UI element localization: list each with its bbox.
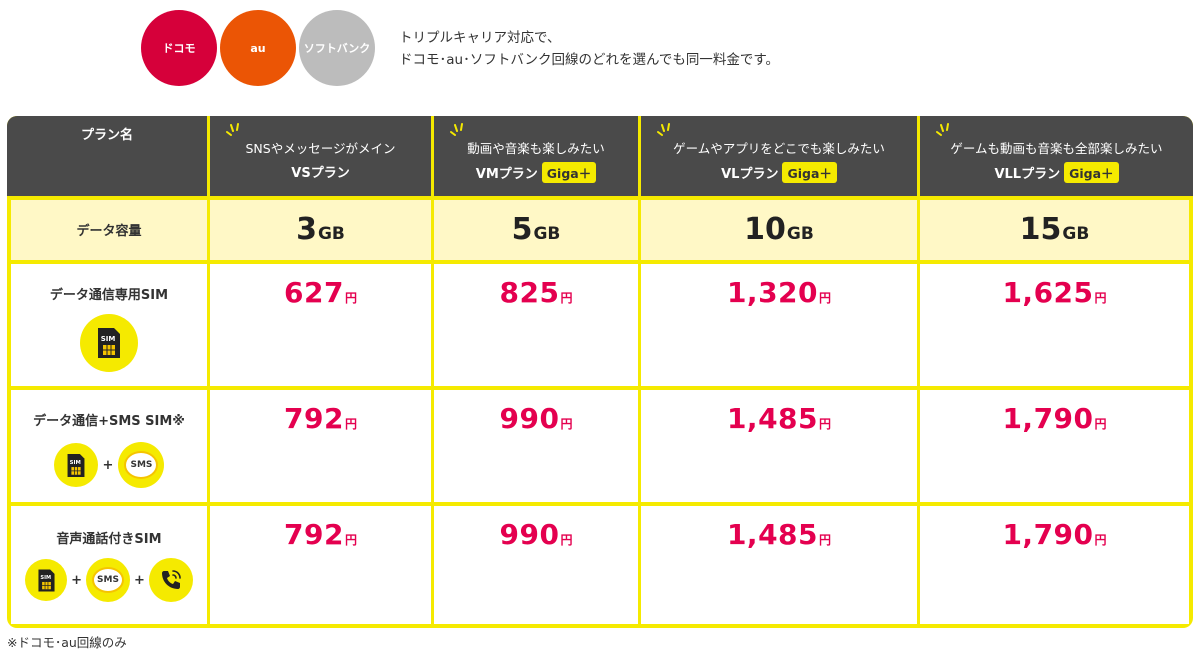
data-capacity-label: データ容量 [76,224,142,239]
plan-name-text: VLLプラン [994,167,1061,182]
plan-name: VMプラン Giga＋ [434,162,638,183]
giga-plus-badge: Giga＋ [782,162,837,183]
row-icons: SIM + SMS [11,442,207,488]
plan-description: SNSやメッセージがメイン [245,141,396,156]
price-cell: 792円 [210,506,431,624]
price-cell: 1,485円 [641,506,917,624]
carrier-list: ドコモ au ソフトバンク [141,10,375,86]
plan-name-text: VSプラン [291,166,350,181]
header-plan-vl: ゲームやアプリをどこでも楽しみたい VLプラン Giga＋ [641,116,917,196]
sparkle-icon [226,123,239,136]
plus-sign: + [102,457,114,473]
row-label-data-sim: データ通信専用SIM [49,288,169,303]
carrier-note-line2: ドコモ･au･ソフトバンク回線のどれを選んでも同一料金です。 [399,52,779,68]
plan-name-header: プラン名 [80,128,133,143]
price-cell: 825円 [434,264,638,386]
phone-icon [148,558,193,602]
carrier-docomo-badge: ドコモ [141,10,217,86]
price-value: 792円 [284,402,357,435]
row-label-voice-sim: 音声通話付きSIM [56,532,162,547]
carrier-note: トリプルキャリア対応で、 ドコモ･au･ソフトバンク回線のどれを選んでも同一料金… [399,27,779,71]
row-label-cell-data-sim: データ通信専用SIM SIM [11,264,207,386]
price-value: 1,790円 [1002,518,1107,551]
sim-icon: SIM [53,443,98,487]
sms-icon: SMS [118,442,165,488]
row-icons: SIM + SMS + [11,558,207,602]
plus-sign: + [71,572,82,588]
giga-plus-badge: Giga＋ [1064,162,1119,183]
row-label-cell-voice-sim: 音声通話付きSIM SIM + SMS + [11,506,207,624]
sim-icon-text: SIM [40,575,51,581]
header-plan-vll: ゲームも動画も音楽も全部楽しみたい VLLプラン Giga＋ [920,116,1193,196]
table-header-row: プラン名 SNSやメッセージがメイン VSプラン 動画や音楽も楽しみたい VMプ… [7,116,1193,196]
price-value: 1,485円 [726,518,832,551]
data-capacity-cell: 10GB [641,200,917,260]
price-cell: 1,790円 [920,506,1189,624]
sparkle-icon [657,123,670,136]
price-cell: 1,790円 [920,390,1189,502]
sim-icon-text: SIM [101,335,116,343]
plan-name: VLLプラン Giga＋ [920,162,1193,183]
data-capacity-value: 3GB [296,212,345,247]
giga-plus-badge: Giga＋ [541,162,597,183]
price-cell: 990円 [434,390,638,502]
price-value: 990円 [499,402,573,435]
plan-table: プラン名 SNSやメッセージがメイン VSプラン 動画や音楽も楽しみたい VMプ… [7,116,1193,628]
header-plan-vs: SNSやメッセージがメイン VSプラン [210,116,431,196]
price-value: 1,625円 [1002,276,1107,309]
price-value: 1,790円 [1002,402,1107,435]
data-capacity-value: 10GB [744,212,814,247]
sms-bubble: SMS [124,451,159,479]
row-label-cell-sms-sim: データ通信+SMS SIM※ SIM + SMS [11,390,207,502]
plan-description: ゲームやアプリをどこでも楽しみたい [673,141,885,156]
plan-name: VSプラン [210,162,431,181]
price-value: 627円 [284,276,357,309]
price-value: 792円 [284,518,357,551]
data-capacity-value: 5GB [511,212,561,247]
sms-bubble: SMS [92,567,124,593]
sparkle-icon [450,123,463,136]
plan-name-text: VMプラン [475,167,538,182]
sparkle-icon [936,123,949,136]
price-cell: 1,320円 [641,264,917,386]
sim-icon: SIM [80,314,138,372]
sms-icon: SMS [86,558,130,602]
plus-sign: + [134,572,145,588]
price-cell: 792円 [210,390,431,502]
header-plan-vm: 動画や音楽も楽しみたい VMプラン Giga＋ [434,116,638,196]
price-value: 825円 [499,276,573,309]
sim-icon: SIM [25,559,68,601]
data-capacity-cell: 15GB [920,200,1189,260]
price-cell: 627円 [210,264,431,386]
row-label-sms-sim: データ通信+SMS SIM※ [33,414,185,429]
sim-icon-text: SIM [69,459,80,465]
data-capacity-cell: 5GB [434,200,638,260]
price-value: 1,320円 [726,276,832,309]
carrier-note-line1: トリプルキャリア対応で、 [399,30,561,46]
price-cell: 990円 [434,506,638,624]
price-value: 1,485円 [726,402,832,435]
price-value: 990円 [499,518,573,551]
price-cell: 1,485円 [641,390,917,502]
row-icons: SIM [11,314,207,372]
footnote: ※ドコモ･au回線のみ [7,635,127,650]
header-corner-cell: プラン名 [7,116,207,196]
carrier-softbank-badge: ソフトバンク [299,10,375,86]
plan-description: 動画や音楽も楽しみたい [467,141,605,156]
price-cell: 1,625円 [920,264,1189,386]
plan-description: ゲームも動画も音楽も全部楽しみたい [950,141,1163,156]
plan-name-text: VLプラン [721,167,779,182]
carrier-au-badge: au [220,10,296,86]
data-capacity-value: 15GB [1019,212,1090,247]
plan-name: VLプラン Giga＋ [641,162,917,183]
data-capacity-label-cell: データ容量 [11,200,207,260]
data-capacity-cell: 3GB [210,200,431,260]
